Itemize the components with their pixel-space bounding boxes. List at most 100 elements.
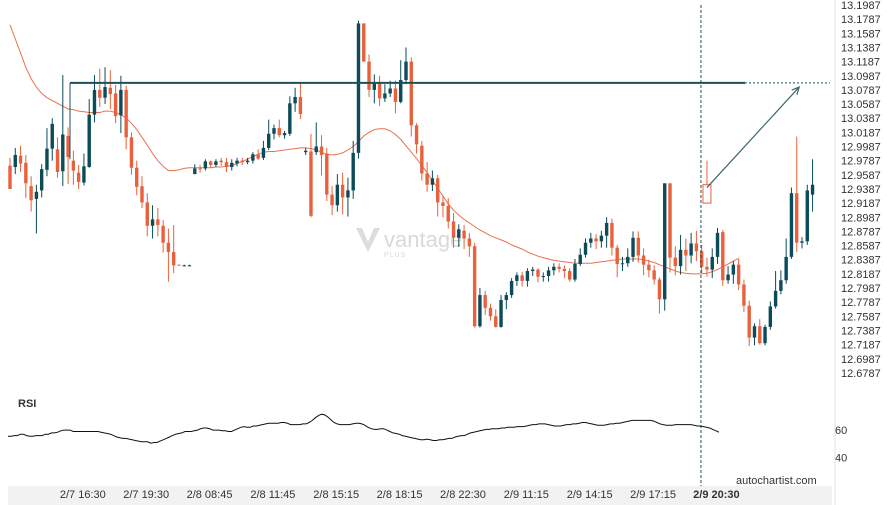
candle-body	[203, 161, 208, 169]
candle-body	[795, 193, 799, 243]
candle-body	[124, 89, 128, 138]
candle-body	[45, 148, 49, 170]
candle	[45, 128, 49, 177]
candle-body	[29, 186, 33, 201]
candle	[462, 225, 466, 250]
candle-body	[119, 89, 123, 116]
candle	[298, 82, 303, 119]
candle-body	[504, 295, 509, 301]
candle	[372, 74, 377, 104]
candle	[55, 137, 60, 178]
candle	[578, 248, 582, 267]
candles	[8, 20, 815, 347]
candle-body	[525, 271, 530, 281]
candle-body	[288, 103, 292, 134]
candle-body	[610, 222, 614, 248]
candle-body	[356, 23, 361, 153]
candle-body	[182, 265, 186, 267]
rsi-line	[8, 413, 720, 444]
candle	[457, 224, 461, 247]
candle-body	[647, 264, 651, 271]
y-tick-label: 12.7787	[841, 297, 881, 309]
y-tick-label: 13.0787	[841, 85, 881, 97]
y-tick-label: 13.0587	[841, 99, 881, 111]
candle	[119, 75, 123, 134]
candle-body	[140, 186, 144, 203]
candle	[293, 87, 297, 112]
candle	[335, 174, 340, 212]
x-tick-label: 2/7 16:30	[60, 489, 106, 501]
y-tick-label: 12.6787	[841, 368, 881, 380]
candle	[8, 157, 12, 189]
candle	[309, 133, 313, 218]
candle-body	[705, 266, 709, 270]
candle	[552, 263, 556, 276]
x-tick-label: 2/9 17:15	[630, 489, 676, 501]
y-tick-label: 12.7987	[841, 283, 881, 295]
candle	[240, 157, 245, 165]
candle-body	[34, 191, 39, 199]
candle	[636, 231, 641, 263]
y-tick-label: 13.1787	[841, 14, 881, 26]
candle-body	[583, 242, 588, 255]
forecast-arrow	[706, 86, 800, 188]
candle	[594, 234, 598, 250]
candle-body	[446, 205, 450, 222]
candle-body	[82, 166, 86, 183]
candle	[161, 220, 165, 253]
autochartist-credit[interactable]: autochartist.com	[736, 475, 817, 487]
x-tick-label: 2/9 11:15	[504, 489, 549, 501]
candle	[673, 246, 677, 276]
candle-body	[388, 88, 392, 94]
candle-body	[18, 155, 23, 164]
candle	[224, 157, 229, 172]
candle	[626, 248, 630, 267]
candle-body	[272, 128, 276, 134]
candle	[531, 266, 535, 276]
candle-body	[309, 151, 313, 216]
candle	[39, 164, 44, 198]
candle	[504, 292, 509, 310]
candle	[705, 257, 709, 277]
candle-body	[626, 256, 630, 264]
candle-body	[472, 246, 477, 327]
candle	[599, 230, 604, 248]
candle	[747, 300, 751, 347]
y-tick-label: 12.7387	[841, 325, 881, 337]
candle-body	[668, 183, 672, 258]
candle	[261, 140, 266, 160]
candle-body	[810, 184, 815, 195]
candle-body	[731, 264, 736, 275]
forecast-arrow-head	[791, 86, 801, 95]
y-tick-label: 12.8187	[841, 269, 881, 281]
candle-body	[245, 160, 250, 163]
candle	[494, 309, 498, 328]
candle	[208, 160, 213, 168]
candle-body	[208, 161, 213, 165]
candle-body	[55, 149, 60, 172]
candle-body	[393, 88, 398, 102]
candle-body	[314, 146, 318, 153]
candle-body	[267, 133, 271, 148]
candle-body	[546, 270, 551, 276]
candle	[245, 157, 250, 165]
candle-body	[414, 125, 419, 145]
candle	[657, 277, 662, 314]
candle	[557, 263, 561, 273]
y-tick-label: 13.0187	[841, 127, 881, 139]
candle	[736, 259, 741, 291]
candle-body	[678, 249, 683, 267]
candle-body	[171, 251, 176, 266]
candle	[520, 271, 524, 287]
x-axis: 2/7 16:30 2/7 19:30 2/8 08:45 2/8 11:45 2/8 …	[60, 489, 740, 501]
candle-body	[404, 61, 408, 80]
candle	[726, 266, 730, 284]
candle-body	[24, 162, 28, 184]
candle	[689, 232, 693, 264]
candle-body	[673, 257, 677, 267]
y-tick-label: 12.9387	[841, 184, 881, 196]
candle	[393, 80, 398, 114]
candle-body	[499, 300, 503, 327]
candle	[330, 186, 334, 216]
candle-body	[726, 274, 730, 281]
